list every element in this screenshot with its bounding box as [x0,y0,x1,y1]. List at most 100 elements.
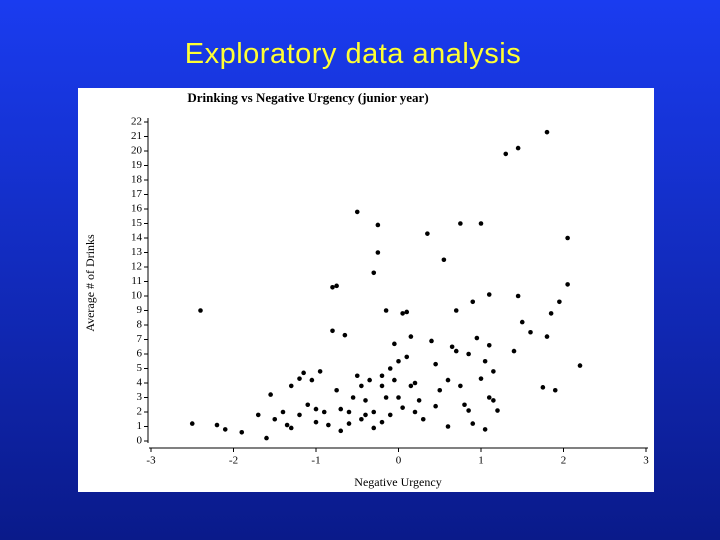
point [400,311,405,316]
point [458,221,463,226]
slide-title: Exploratory data analysis [184,38,522,70]
point [482,427,488,432]
point [486,292,492,297]
y-tick-label: 17 [131,188,143,200]
point [404,354,410,360]
x-tick-label: 1 [478,455,484,467]
point [400,405,405,410]
x-tick-label: -1 [311,455,320,467]
y-tick-label: 10 [131,290,143,302]
x-tick-label: 2 [561,455,567,467]
point [330,328,335,334]
point [552,387,558,393]
point [462,402,467,408]
point [375,222,381,228]
point [334,283,339,289]
point [470,299,476,305]
point [222,427,228,432]
y-axis-label: Average # of Drinks [83,234,97,332]
y-tick-label: 15 [131,217,143,229]
y-tick-label: 3 [137,391,143,403]
point [392,341,397,347]
chart-title: Drinking vs Negative Urgency (junior yea… [187,90,428,105]
point [519,319,525,325]
point [466,408,471,413]
point [420,416,426,422]
point [387,366,393,371]
y-tick-label: 14 [131,232,143,244]
point [371,409,377,415]
y-tick-label: 5 [137,362,143,374]
point [503,151,509,157]
point [491,369,496,374]
point [466,351,471,357]
point [412,409,418,415]
point [280,409,286,415]
point [284,422,290,428]
point [297,376,302,381]
point [416,398,422,403]
point [486,395,492,400]
point [408,383,414,389]
y-tick-label: 6 [137,348,143,360]
point [379,383,385,389]
point [375,250,381,255]
point [387,412,393,418]
y-tick-label: 22 [131,116,142,128]
point [486,343,492,348]
point [565,282,570,287]
point [338,406,344,412]
point [313,406,319,412]
x-axis-label: Negative Urgency [354,475,441,489]
point [317,369,323,374]
point [437,387,443,393]
point [255,412,261,418]
chart: Drinking vs Negative Urgency (junior yea… [78,88,654,492]
point [198,308,203,313]
point [346,421,352,426]
point [321,409,327,415]
point [268,392,273,397]
y-tick-label: 2 [137,406,143,418]
point [577,363,583,368]
point [371,270,377,276]
point [433,403,438,409]
y-tick-label: 16 [131,203,143,215]
point [515,145,521,151]
point [453,348,459,354]
x-tick-label: -3 [146,455,156,467]
x-tick-label: 3 [643,455,649,467]
y-tick-label: 11 [131,275,142,287]
point [491,398,496,403]
point [515,293,521,299]
point [313,419,319,425]
y-tick-label: 4 [137,377,143,389]
point [528,329,533,335]
point [359,416,364,422]
point [453,308,459,313]
point [288,383,294,389]
y-tick-label: 20 [131,145,143,157]
point [363,398,368,403]
point [326,422,331,428]
point [511,348,517,354]
point [305,402,311,408]
y-tick-label: 12 [131,261,142,273]
point [429,338,434,344]
point [544,334,550,339]
point [383,308,389,313]
point [346,409,352,415]
point [330,285,335,290]
point [371,425,377,431]
point [548,311,554,316]
point [478,221,484,226]
point [474,335,480,341]
point [354,209,360,215]
point [350,395,356,400]
point [214,422,220,428]
point [272,416,278,422]
point [396,395,401,400]
point [367,377,372,383]
y-tick-label: 9 [137,304,143,316]
